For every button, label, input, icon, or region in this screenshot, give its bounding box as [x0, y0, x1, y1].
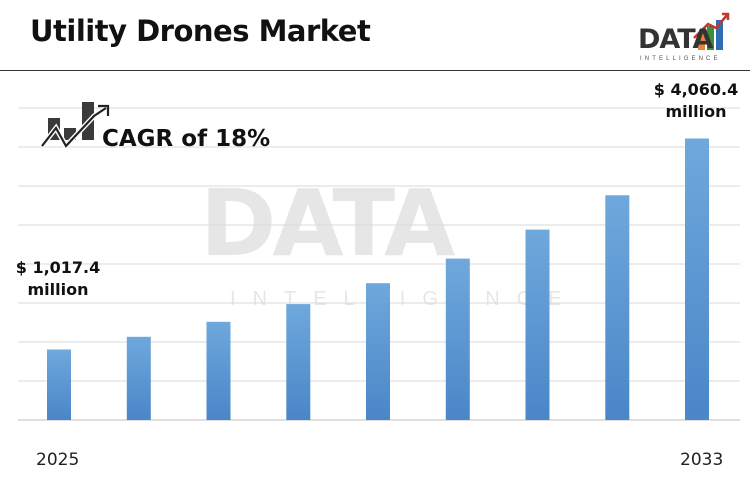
- bar-2029: [366, 283, 390, 420]
- last-value-annotation: $ 4,060.4 million: [650, 79, 742, 123]
- first-unit-label: million: [27, 280, 89, 299]
- bar-2028: [286, 304, 311, 420]
- x-axis-first-label: 2025: [36, 450, 80, 470]
- bars: [47, 138, 709, 420]
- growth-chart-icon: [40, 102, 110, 151]
- bar-2032: [605, 195, 630, 420]
- logo-bars-icon: [693, 12, 730, 50]
- logo-text: DATA: [638, 24, 713, 55]
- last-unit-label: million: [665, 102, 727, 121]
- bar-2025: [47, 349, 71, 420]
- first-value-label: $ 1,017.4: [15, 258, 101, 277]
- bar-2026: [126, 336, 151, 420]
- logo-subtext: INTELLIGENCE: [640, 56, 721, 62]
- bar-2030: [445, 258, 470, 420]
- cagr-label: CAGR of 18%: [102, 126, 271, 152]
- x-axis-last-label: 2033: [680, 450, 724, 470]
- first-value-annotation: $ 1,017.4 million: [12, 257, 104, 301]
- chart-title: Utility Drones Market: [30, 14, 371, 48]
- header-divider: [0, 70, 750, 71]
- last-value-label: $ 4,060.4: [653, 80, 739, 99]
- data-intelligence-logo: DATA INTELLIGENCE: [636, 10, 736, 66]
- bar-2031: [525, 229, 550, 420]
- bar-2033: [685, 138, 709, 420]
- bar-2027: [206, 321, 231, 420]
